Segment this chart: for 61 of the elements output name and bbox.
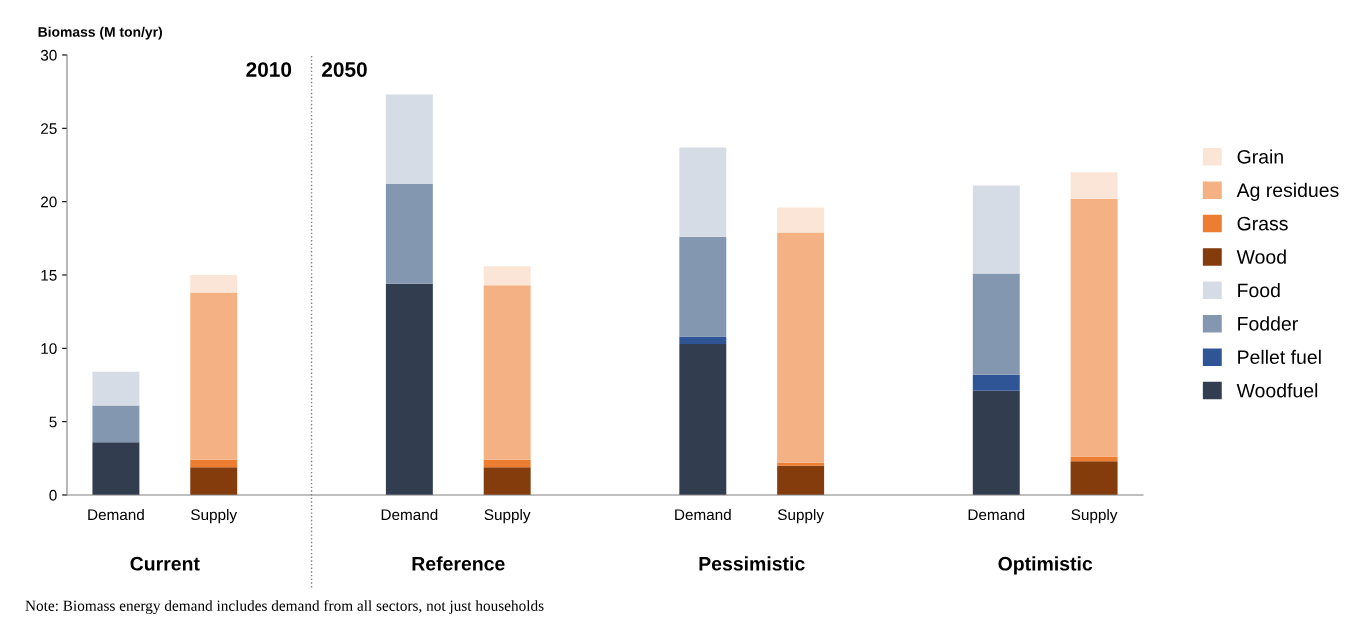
bar	[777, 462, 825, 466]
text: Optimistic	[998, 556, 1093, 575]
bar	[385, 184, 433, 284]
bar	[92, 405, 140, 443]
x-tick-label: Demand	[675, 508, 731, 521]
x-tick-label: Supply	[1071, 508, 1118, 524]
x-tick-label: Supply	[484, 508, 531, 524]
legend-label: Wood	[1236, 249, 1286, 264]
bar	[483, 266, 531, 286]
bar	[777, 207, 825, 233]
legend-label: Woodfuel	[1236, 383, 1318, 398]
bar	[190, 275, 238, 293]
legend-label: Food	[1238, 282, 1280, 298]
annotation: 2050	[322, 62, 367, 77]
bar	[483, 459, 531, 468]
bar	[679, 147, 727, 237]
bar	[679, 343, 727, 495]
bar	[1070, 461, 1118, 495]
y-tick-label: 20	[41, 196, 57, 208]
bar	[190, 292, 238, 460]
legend-label: Fodder	[1238, 316, 1298, 331]
bar	[92, 442, 140, 495]
x-tick-label: Demand	[381, 508, 438, 521]
y-tick-label: 15	[41, 270, 57, 281]
text: Reference	[412, 556, 505, 571]
bar	[1070, 456, 1118, 462]
bar	[972, 374, 1020, 391]
bar	[483, 285, 531, 460]
text: Current	[130, 556, 200, 571]
y-tick-label: 10	[41, 343, 57, 355]
bar	[679, 336, 727, 344]
bar	[190, 467, 238, 495]
bar	[972, 390, 1020, 495]
bar	[385, 283, 433, 495]
bar	[190, 459, 238, 468]
legend-label: Pellet fuel	[1238, 349, 1321, 365]
bar	[972, 185, 1020, 274]
bar	[777, 465, 825, 495]
legend-label: Ag residues	[1236, 182, 1339, 201]
bar	[1070, 198, 1118, 457]
y-axis-title: Biomass (M ton/yr)	[38, 26, 162, 40]
bar	[92, 371, 140, 406]
x-tick-label: Demand	[968, 508, 1025, 521]
y-tick-label: 5	[49, 416, 57, 428]
x-tick-label: Supply	[191, 508, 238, 524]
bar	[679, 236, 727, 337]
x-tick-label: Supply	[777, 508, 824, 524]
y-tick-label: 30	[40, 49, 57, 61]
annotation: 2010	[246, 62, 292, 77]
bar	[385, 94, 433, 185]
text: Note: Biomass energy demand includes demand from all sectors, not just households	[25, 599, 544, 615]
bar	[972, 273, 1020, 375]
text: Pessimistic	[699, 556, 805, 571]
y-tick-label: 0	[49, 489, 57, 501]
bar	[1070, 172, 1118, 199]
legend-label: Grain	[1237, 149, 1283, 164]
bar	[483, 467, 531, 495]
legend-label: Grass	[1237, 216, 1288, 231]
y-tick-label: 25	[41, 123, 57, 135]
x-tick-label: Demand	[88, 508, 144, 521]
bar	[777, 232, 825, 463]
